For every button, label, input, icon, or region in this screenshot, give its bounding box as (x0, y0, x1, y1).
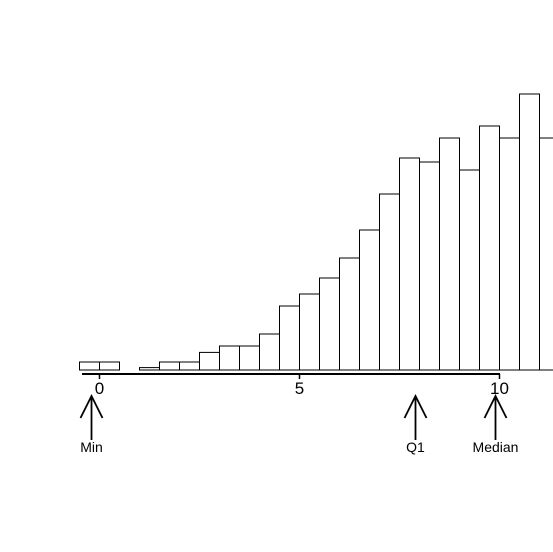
x-tick-label: 5 (295, 379, 304, 398)
histogram-bar (399, 157, 420, 371)
histogram-bar (239, 345, 260, 371)
histogram-bar (499, 137, 520, 371)
histogram-bar (379, 193, 400, 371)
summary-markers: MinQ1MedianQ3Max (79, 393, 519, 455)
histogram-bar (439, 137, 460, 371)
marker-label: Min (80, 439, 103, 455)
histogram-bar (259, 333, 280, 371)
histogram-bar (539, 137, 553, 371)
histogram-bar (99, 361, 120, 371)
histogram-bar (519, 93, 540, 371)
marker-median: Median (473, 393, 519, 455)
histogram-bar (339, 257, 360, 371)
histogram-bar (419, 161, 440, 371)
histogram-bar (459, 169, 480, 371)
histogram-bar (79, 361, 100, 371)
x-tick-label: 0 (95, 379, 104, 398)
marker-arrow-head (403, 393, 428, 419)
histogram-bar (279, 305, 300, 371)
marker-q1: Q1 (403, 393, 428, 455)
x-tick-label: 10 (490, 379, 509, 398)
marker-label: Q1 (406, 439, 425, 455)
histogram-bar (199, 351, 220, 371)
marker-label: Median (473, 439, 519, 455)
histogram-bar (139, 367, 160, 371)
histogram-bar (479, 125, 500, 371)
histogram-bar (299, 293, 320, 371)
marker-arrow-head (483, 393, 508, 419)
marker-min: Min (79, 393, 104, 455)
histogram-bar (179, 361, 200, 371)
histogram-bar (219, 345, 240, 371)
x-axis-ticks: 05101520 (95, 374, 509, 398)
histogram-bars (79, 93, 553, 371)
histogram-bar (359, 229, 380, 371)
marker-arrow-head (79, 393, 104, 419)
histogram-bar (159, 361, 180, 371)
histogram-bar (319, 277, 340, 371)
